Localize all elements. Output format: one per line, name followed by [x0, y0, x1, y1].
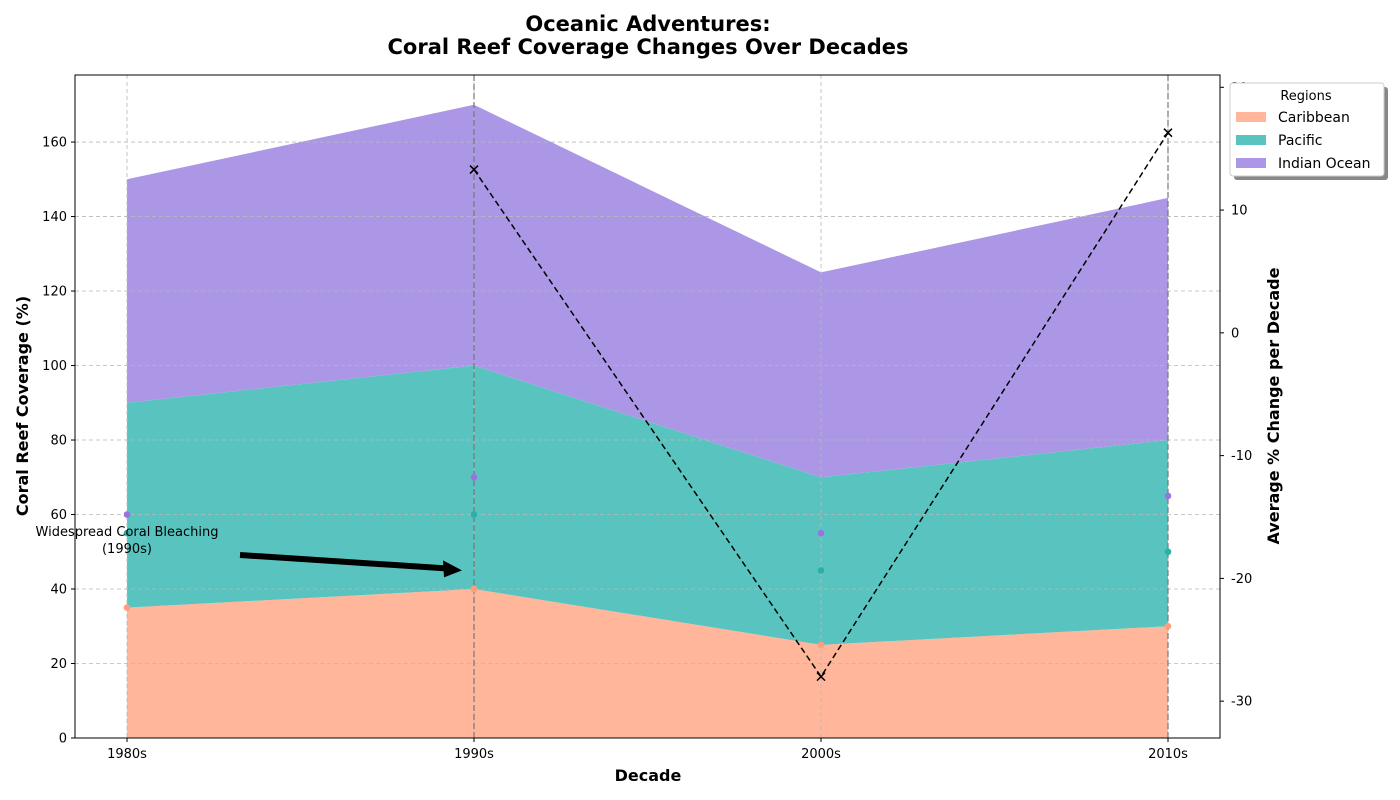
point-pacific: [1164, 548, 1172, 556]
y-axis-label: Coral Reef Coverage (%): [13, 296, 32, 516]
x-tick-label: 2000s: [801, 747, 841, 762]
y-tick-label: 40: [50, 583, 67, 598]
point-caribbean: [817, 641, 825, 649]
right-y-tick-label: -10: [1231, 449, 1252, 464]
legend-swatch: [1236, 112, 1266, 122]
legend-label: Pacific: [1278, 133, 1323, 149]
legend-label: Indian Ocean: [1278, 156, 1370, 172]
area-caribbean: [127, 589, 1168, 738]
right-y-axis-label: Average % Change per Decade: [1264, 267, 1283, 544]
point-caribbean: [1164, 622, 1172, 630]
right-y-tick-label: 0: [1231, 326, 1239, 341]
secondary-marker: [1163, 128, 1173, 138]
point-indian-ocean: [123, 511, 131, 518]
secondary-marker: [469, 165, 479, 175]
y-tick-label: 140: [42, 210, 67, 225]
legend-title: Regions: [1280, 89, 1332, 104]
y-tick-label: 160: [42, 136, 67, 151]
x-tick-label: 1990s: [454, 747, 494, 762]
point-indian-ocean: [817, 529, 825, 537]
plot-frame: [74, 74, 1221, 739]
x-axis-label: Decade: [615, 766, 682, 785]
x-tick-label: 2010s: [1148, 747, 1188, 762]
chart-title-line-1: Oceanic Adventures:: [525, 12, 770, 36]
y-tick-label: 60: [50, 508, 67, 523]
point-pacific: [123, 529, 131, 537]
legend: Regions Caribbean Pacific Indian Ocean: [1229, 82, 1388, 180]
point-caribbean: [470, 585, 478, 593]
y-tick-label: 120: [42, 285, 67, 300]
area-series-group: [127, 104, 1168, 738]
annotation-arrow-head: [443, 560, 462, 578]
legend-box: [1229, 82, 1385, 177]
x-axis-ticks: 1980s 1990s 2000s 2010s: [107, 738, 1188, 762]
y-tick-label: 0: [59, 732, 67, 747]
legend-items: Caribbean Pacific Indian Ocean: [1236, 110, 1370, 172]
y-axis-ticks: 0 20 40 60 80 100 120 140 160: [42, 136, 75, 747]
right-y-tick-label: -20: [1231, 572, 1252, 587]
point-pacific: [817, 567, 825, 574]
y-tick-label: 100: [42, 359, 67, 374]
annotation-arrow-shaft: [239, 552, 447, 572]
y-tick-label: 20: [50, 657, 67, 672]
annotation-group: Widespread Coral Bleaching (1990s): [36, 525, 462, 578]
point-indian-ocean: [1164, 492, 1172, 500]
legend-swatch: [1236, 158, 1266, 168]
right-y-tick-label: -30: [1231, 695, 1252, 710]
secondary-line-group: [469, 128, 1173, 682]
area-indian-ocean: [127, 104, 1168, 478]
legend-label: Caribbean: [1278, 110, 1350, 126]
secondary-line: [473, 132, 1169, 678]
point-caribbean: [123, 604, 131, 611]
chart-title-line-2: Coral Reef Coverage Changes Over Decades: [388, 35, 909, 59]
area-pacific: [127, 365, 1168, 645]
point-indian-ocean: [470, 473, 478, 481]
annotation-text-line-2: (1990s): [102, 542, 152, 557]
y-tick-label: 80: [50, 434, 67, 449]
legend-swatch: [1236, 135, 1266, 145]
point-pacific: [470, 511, 478, 518]
point-markers: [123, 473, 1172, 649]
right-y-tick-label: 10: [1231, 204, 1248, 219]
gridlines: [75, 75, 1220, 738]
x-tick-label: 1980s: [107, 747, 147, 762]
secondary-marker: [816, 672, 826, 682]
annotation-text-line-1: Widespread Coral Bleaching: [36, 525, 219, 540]
